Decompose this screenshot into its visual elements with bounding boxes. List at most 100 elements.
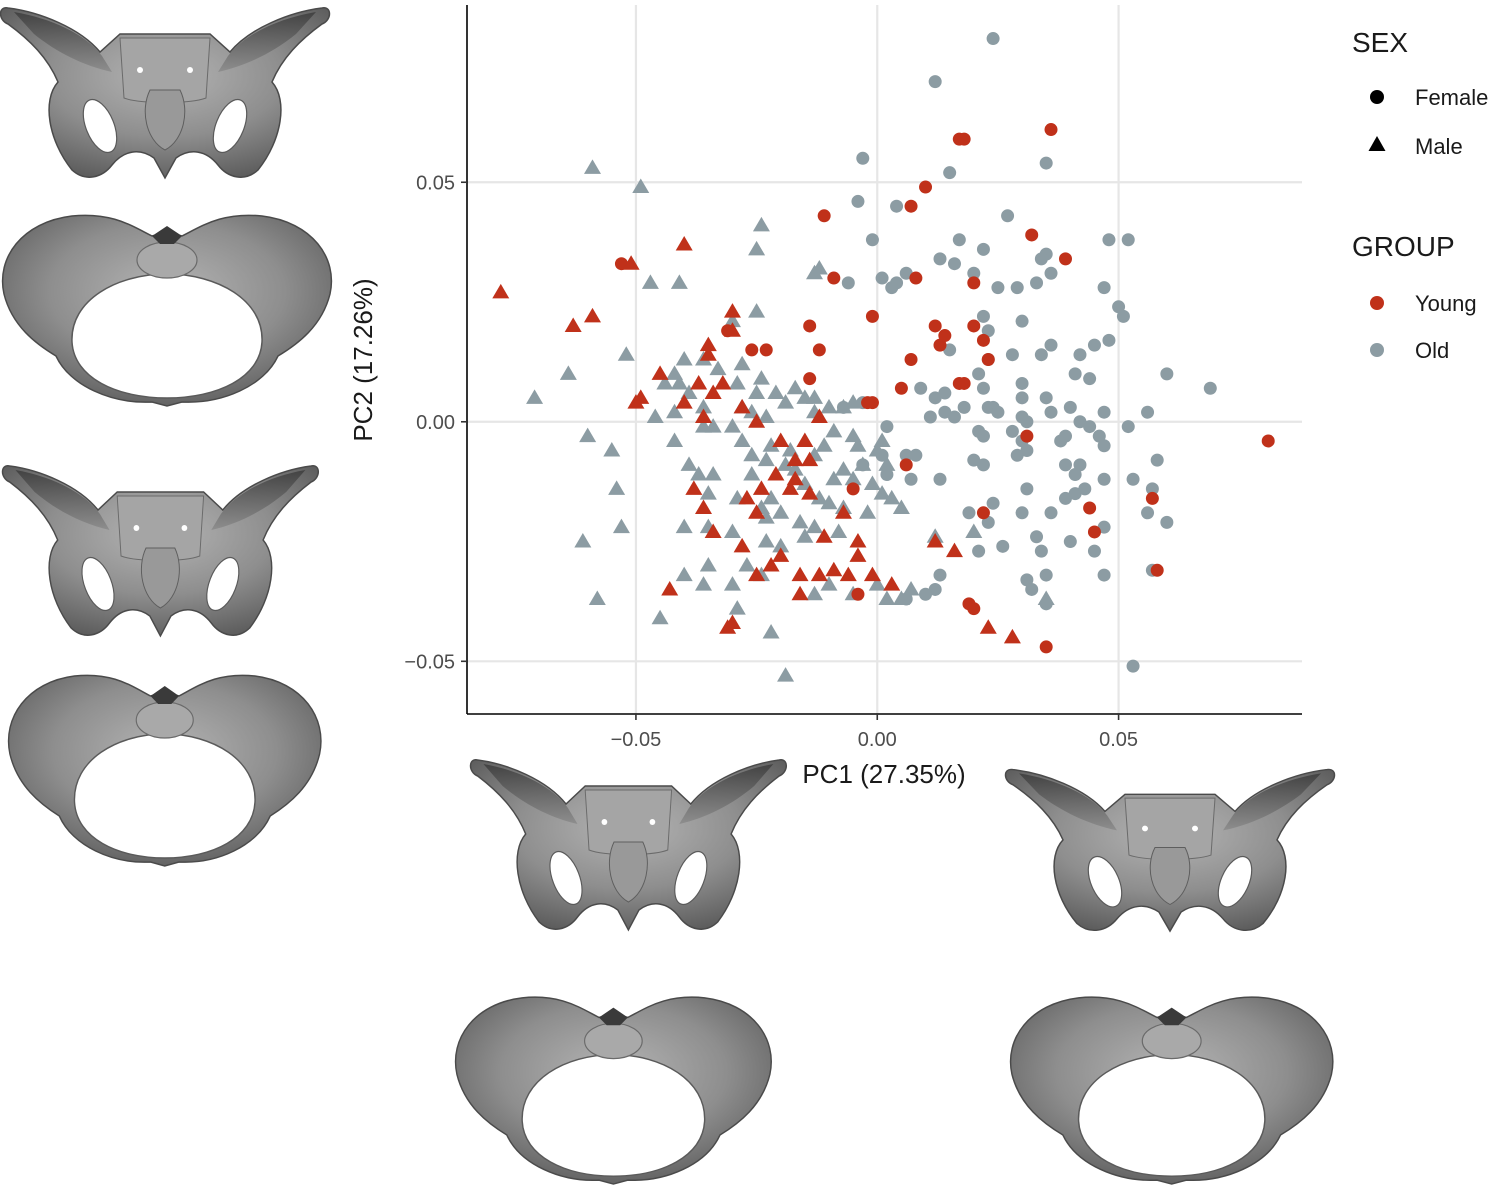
point-young-male bbox=[564, 317, 582, 332]
point-young-female bbox=[1025, 228, 1039, 242]
point-young-female bbox=[894, 381, 908, 395]
point-old-female bbox=[1005, 424, 1019, 438]
legend-key-male bbox=[1368, 136, 1386, 151]
point-young-female bbox=[1020, 429, 1034, 443]
legend-label-male: Male bbox=[1415, 134, 1463, 159]
point-old-female bbox=[981, 515, 995, 529]
point-old-male bbox=[767, 384, 785, 400]
point-old-male bbox=[752, 216, 770, 232]
point-old-male bbox=[834, 461, 852, 476]
point-old-male bbox=[830, 523, 848, 538]
point-old-male bbox=[699, 556, 717, 572]
point-old-male bbox=[690, 465, 708, 481]
point-young-female bbox=[909, 271, 923, 285]
point-old-female bbox=[1020, 444, 1034, 458]
point-old-male bbox=[583, 159, 601, 174]
point-old-male bbox=[762, 624, 780, 639]
point-old-male bbox=[772, 504, 790, 519]
point-young-male bbox=[796, 432, 814, 447]
point-old-male bbox=[574, 533, 592, 548]
point-young-female bbox=[846, 482, 860, 496]
point-old-female bbox=[899, 266, 913, 280]
y-tick-label: 0.00 bbox=[416, 412, 455, 434]
legend-title-sex: SEX bbox=[1352, 27, 1408, 58]
grid-lines bbox=[467, 5, 1302, 714]
point-old-male bbox=[695, 398, 713, 414]
point-young-female bbox=[1058, 252, 1072, 266]
point-old-female bbox=[1092, 429, 1106, 443]
point-old-female bbox=[991, 281, 1005, 295]
point-old-male bbox=[526, 389, 544, 404]
point-young-female bbox=[803, 319, 817, 333]
point-old-female bbox=[875, 271, 889, 285]
point-young-male bbox=[685, 480, 703, 495]
point-old-female bbox=[1063, 400, 1077, 414]
point-old-female bbox=[943, 166, 957, 180]
x-axis-title: PC1 (27.35%) bbox=[802, 759, 965, 789]
point-young-female bbox=[851, 587, 865, 601]
point-old-male bbox=[873, 432, 891, 447]
point-old-male bbox=[777, 394, 795, 409]
point-old-male bbox=[786, 461, 804, 476]
x-tick-label: 0.05 bbox=[1099, 729, 1138, 751]
point-old-female bbox=[1015, 391, 1029, 405]
point-old-female bbox=[914, 381, 928, 395]
point-young-female bbox=[981, 353, 995, 366]
point-young-male bbox=[772, 547, 790, 562]
point-young-female bbox=[861, 396, 875, 410]
point-old-male bbox=[859, 504, 877, 519]
point-old-male bbox=[559, 365, 577, 380]
point-old-female bbox=[1150, 453, 1164, 467]
point-old-male bbox=[723, 418, 741, 433]
point-young-male bbox=[815, 528, 833, 543]
point-old-female bbox=[1010, 281, 1024, 295]
point-old-female bbox=[1102, 233, 1116, 247]
point-old-female bbox=[1020, 573, 1034, 587]
point-old-female bbox=[981, 324, 995, 338]
point-old-female bbox=[967, 453, 981, 467]
point-old-male bbox=[878, 456, 896, 471]
point-old-male bbox=[868, 576, 886, 591]
point-young-male bbox=[945, 542, 963, 558]
point-old-male bbox=[651, 609, 669, 625]
point-old-female bbox=[1015, 506, 1029, 520]
point-old-female bbox=[1030, 276, 1044, 290]
point-young-male bbox=[651, 365, 669, 380]
point-old-female bbox=[919, 587, 933, 601]
point-young-male bbox=[675, 394, 693, 409]
point-old-female bbox=[1112, 300, 1126, 314]
point-young-male bbox=[690, 374, 708, 390]
point-young-male bbox=[723, 303, 741, 318]
point-old-male bbox=[892, 499, 910, 515]
point-old-female bbox=[909, 448, 923, 462]
legend-label-young: Young bbox=[1415, 291, 1477, 316]
point-young-male bbox=[492, 283, 510, 299]
point-old-male bbox=[757, 509, 775, 524]
point-old-female bbox=[986, 32, 1000, 46]
point-old-female bbox=[1097, 405, 1111, 419]
point-old-female bbox=[1001, 209, 1015, 223]
point-old-female bbox=[1160, 515, 1174, 529]
point-old-male bbox=[868, 442, 886, 457]
point-old-male bbox=[777, 456, 795, 471]
point-old-female bbox=[1025, 582, 1039, 596]
point-old-male bbox=[617, 346, 635, 361]
point-young-male bbox=[748, 413, 766, 428]
point-old-female bbox=[1058, 491, 1072, 505]
point-young-male bbox=[834, 504, 852, 519]
point-old-male bbox=[863, 475, 881, 491]
point-young-male bbox=[926, 533, 944, 548]
point-old-female bbox=[996, 539, 1010, 553]
point-old-male bbox=[728, 374, 746, 390]
point-young-male bbox=[767, 465, 785, 481]
point-old-female bbox=[1126, 659, 1140, 673]
point-young-male bbox=[748, 566, 766, 582]
point-old-female bbox=[928, 391, 942, 405]
point-young-female bbox=[928, 319, 942, 333]
point-old-male bbox=[752, 370, 770, 385]
point-young-male bbox=[699, 346, 717, 361]
x-tick-label: 0.00 bbox=[858, 729, 897, 751]
point-old-female bbox=[1121, 420, 1135, 434]
point-young-male bbox=[714, 374, 732, 390]
point-old-female bbox=[1145, 482, 1159, 496]
